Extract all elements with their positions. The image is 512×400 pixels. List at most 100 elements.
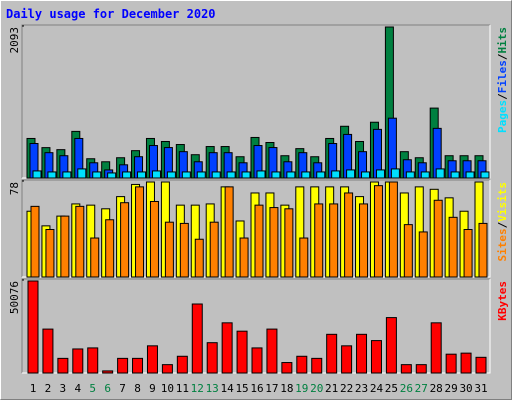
bar (281, 362, 293, 374)
x-tick-label: 25 (385, 382, 398, 395)
bar (146, 345, 158, 374)
bar (271, 171, 281, 179)
bar (299, 237, 309, 278)
plot-border (21, 179, 490, 277)
legend: Pages/Files/Hits (496, 27, 509, 133)
bar (329, 203, 339, 278)
x-tick-label: 24 (370, 382, 384, 395)
bar (209, 221, 219, 278)
legend-separator: / (496, 53, 509, 60)
bar (181, 171, 191, 179)
bar (311, 357, 323, 374)
bar (326, 333, 338, 374)
bar (117, 357, 129, 374)
bar (132, 357, 144, 374)
x-tick-label: 3 (60, 382, 67, 395)
bar (224, 186, 234, 278)
bar (166, 171, 176, 179)
bar (135, 186, 145, 278)
bar (164, 221, 174, 278)
bar (385, 317, 397, 374)
bar (390, 168, 400, 179)
x-tick-label: 1 (30, 382, 37, 395)
bar (420, 171, 430, 179)
bar (463, 229, 473, 278)
bar (102, 370, 114, 374)
y-tick-label: 78 (8, 182, 21, 195)
bar (361, 171, 371, 179)
legend-entry: KBytes (496, 281, 509, 321)
bar (122, 171, 132, 179)
bar (480, 171, 490, 179)
bar (316, 171, 326, 179)
bar (418, 231, 428, 278)
x-tick-label: 30 (459, 382, 472, 395)
bar (341, 345, 353, 374)
bar (105, 219, 115, 278)
bar (284, 208, 294, 278)
x-tick-label: 23 (355, 382, 368, 395)
bar (251, 347, 263, 374)
bar (266, 328, 278, 374)
bar (77, 168, 87, 179)
bar (221, 322, 233, 374)
legend: Sites/Visits (496, 182, 509, 262)
bar (254, 204, 264, 278)
x-tick-label: 18 (280, 382, 293, 395)
bar (151, 170, 161, 179)
bar (269, 207, 279, 278)
legend-separator: / (496, 93, 509, 100)
bar (161, 364, 173, 374)
bar (460, 352, 472, 374)
bar (107, 172, 117, 179)
bar (435, 168, 445, 179)
plot-border (21, 278, 490, 373)
x-tick-label: 29 (445, 382, 458, 395)
bar (27, 280, 39, 374)
bar (196, 171, 206, 179)
bar (57, 357, 69, 374)
y-tick-label: 50076 (8, 281, 21, 314)
bar (75, 205, 85, 278)
x-tick-label: 17 (265, 382, 278, 395)
bar (344, 192, 354, 278)
bar (475, 356, 487, 374)
x-tick-label: 6 (104, 382, 111, 395)
bar (32, 170, 42, 179)
x-tick-label: 12 (191, 382, 204, 395)
x-tick-label: 21 (325, 382, 338, 395)
x-tick-label: 13 (206, 382, 219, 395)
bar (194, 238, 204, 278)
bar (415, 364, 427, 374)
bar (239, 237, 249, 278)
y-tick-label: 2093 (8, 27, 21, 54)
bar (120, 202, 130, 278)
x-tick-label: 8 (134, 382, 141, 395)
bar (314, 203, 324, 278)
x-tick-label: 28 (430, 382, 443, 395)
x-tick-label: 26 (400, 382, 413, 395)
bar (448, 216, 458, 278)
bar (30, 205, 40, 278)
bar (346, 169, 356, 179)
bar (388, 181, 398, 278)
bar (296, 355, 308, 374)
bar (375, 169, 385, 179)
bar (149, 200, 159, 278)
plot-border (21, 24, 490, 178)
x-tick-label: 9 (149, 382, 156, 395)
x-tick-label: 14 (221, 382, 235, 395)
bar (301, 171, 311, 179)
bar (430, 322, 442, 374)
bar (45, 229, 55, 278)
x-tick-label: 22 (340, 382, 353, 395)
bar (478, 222, 488, 278)
bar (445, 353, 457, 374)
x-tick-label: 7 (119, 382, 126, 395)
legend-entry: Hits (496, 27, 509, 54)
x-tick-label: 31 (474, 382, 487, 395)
bar (286, 171, 296, 179)
x-tick-label: 27 (415, 382, 428, 395)
bar (90, 237, 100, 278)
